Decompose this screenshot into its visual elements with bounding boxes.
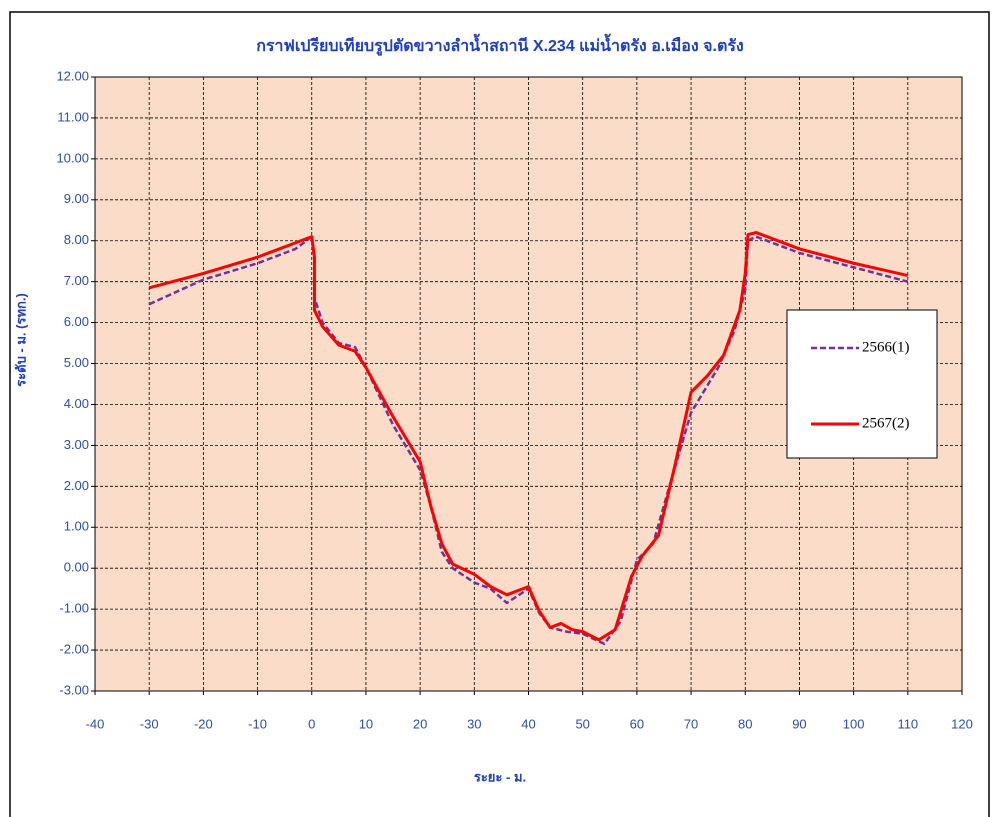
x-axis-label: ระยะ - ม. <box>474 769 526 784</box>
y-tick-label: -3.00 <box>59 682 89 697</box>
x-tick-label: 30 <box>467 716 481 731</box>
y-tick-label: 8.00 <box>64 232 89 247</box>
x-tick-label: 50 <box>575 716 589 731</box>
x-tick-label: 110 <box>897 716 918 731</box>
x-tick-label: 90 <box>792 716 806 731</box>
x-tick-label: -40 <box>86 716 105 731</box>
plot-border <box>94 76 963 692</box>
x-tick-label: -30 <box>140 716 159 731</box>
y-tick-label: 12.00 <box>56 68 89 83</box>
x-tick-label: 0 <box>308 716 315 731</box>
x-tick-label: -10 <box>248 716 267 731</box>
x-tick-label: 40 <box>521 716 535 731</box>
y-tick-label: 7.00 <box>64 273 89 288</box>
y-tick-label: 3.00 <box>64 437 89 452</box>
y-axis-label: ระดับ - ม. (รทก.) <box>13 293 28 387</box>
y-tick-label: 2.00 <box>64 478 89 493</box>
y-tick-label: 1.00 <box>64 519 89 534</box>
legend-box <box>786 309 938 459</box>
legend-label: 2566(1) <box>862 339 910 355</box>
y-tick-label: 5.00 <box>64 355 89 370</box>
series-line <box>148 231 909 642</box>
y-tick-label: 6.00 <box>64 314 89 329</box>
x-tick-label: 10 <box>359 716 373 731</box>
x-tick-label: -20 <box>194 716 213 731</box>
x-tick-label: 120 <box>951 716 973 731</box>
x-tick-label: 80 <box>738 716 752 731</box>
x-tick-label: 20 <box>413 716 427 731</box>
x-tick-label: 70 <box>684 716 698 731</box>
x-tick-label: 60 <box>630 716 644 731</box>
y-tick-label: -2.00 <box>59 642 89 657</box>
y-tick-label: 9.00 <box>64 191 89 206</box>
x-tick-label: 100 <box>843 716 865 731</box>
y-tick-label: -1.00 <box>59 601 89 616</box>
y-tick-label: 4.00 <box>64 396 89 411</box>
legend-label: 2567(2) <box>862 415 910 431</box>
y-tick-label: 10.00 <box>56 150 89 165</box>
y-tick-label: 0.00 <box>64 560 89 575</box>
y-tick-label: 11.00 <box>57 109 89 124</box>
